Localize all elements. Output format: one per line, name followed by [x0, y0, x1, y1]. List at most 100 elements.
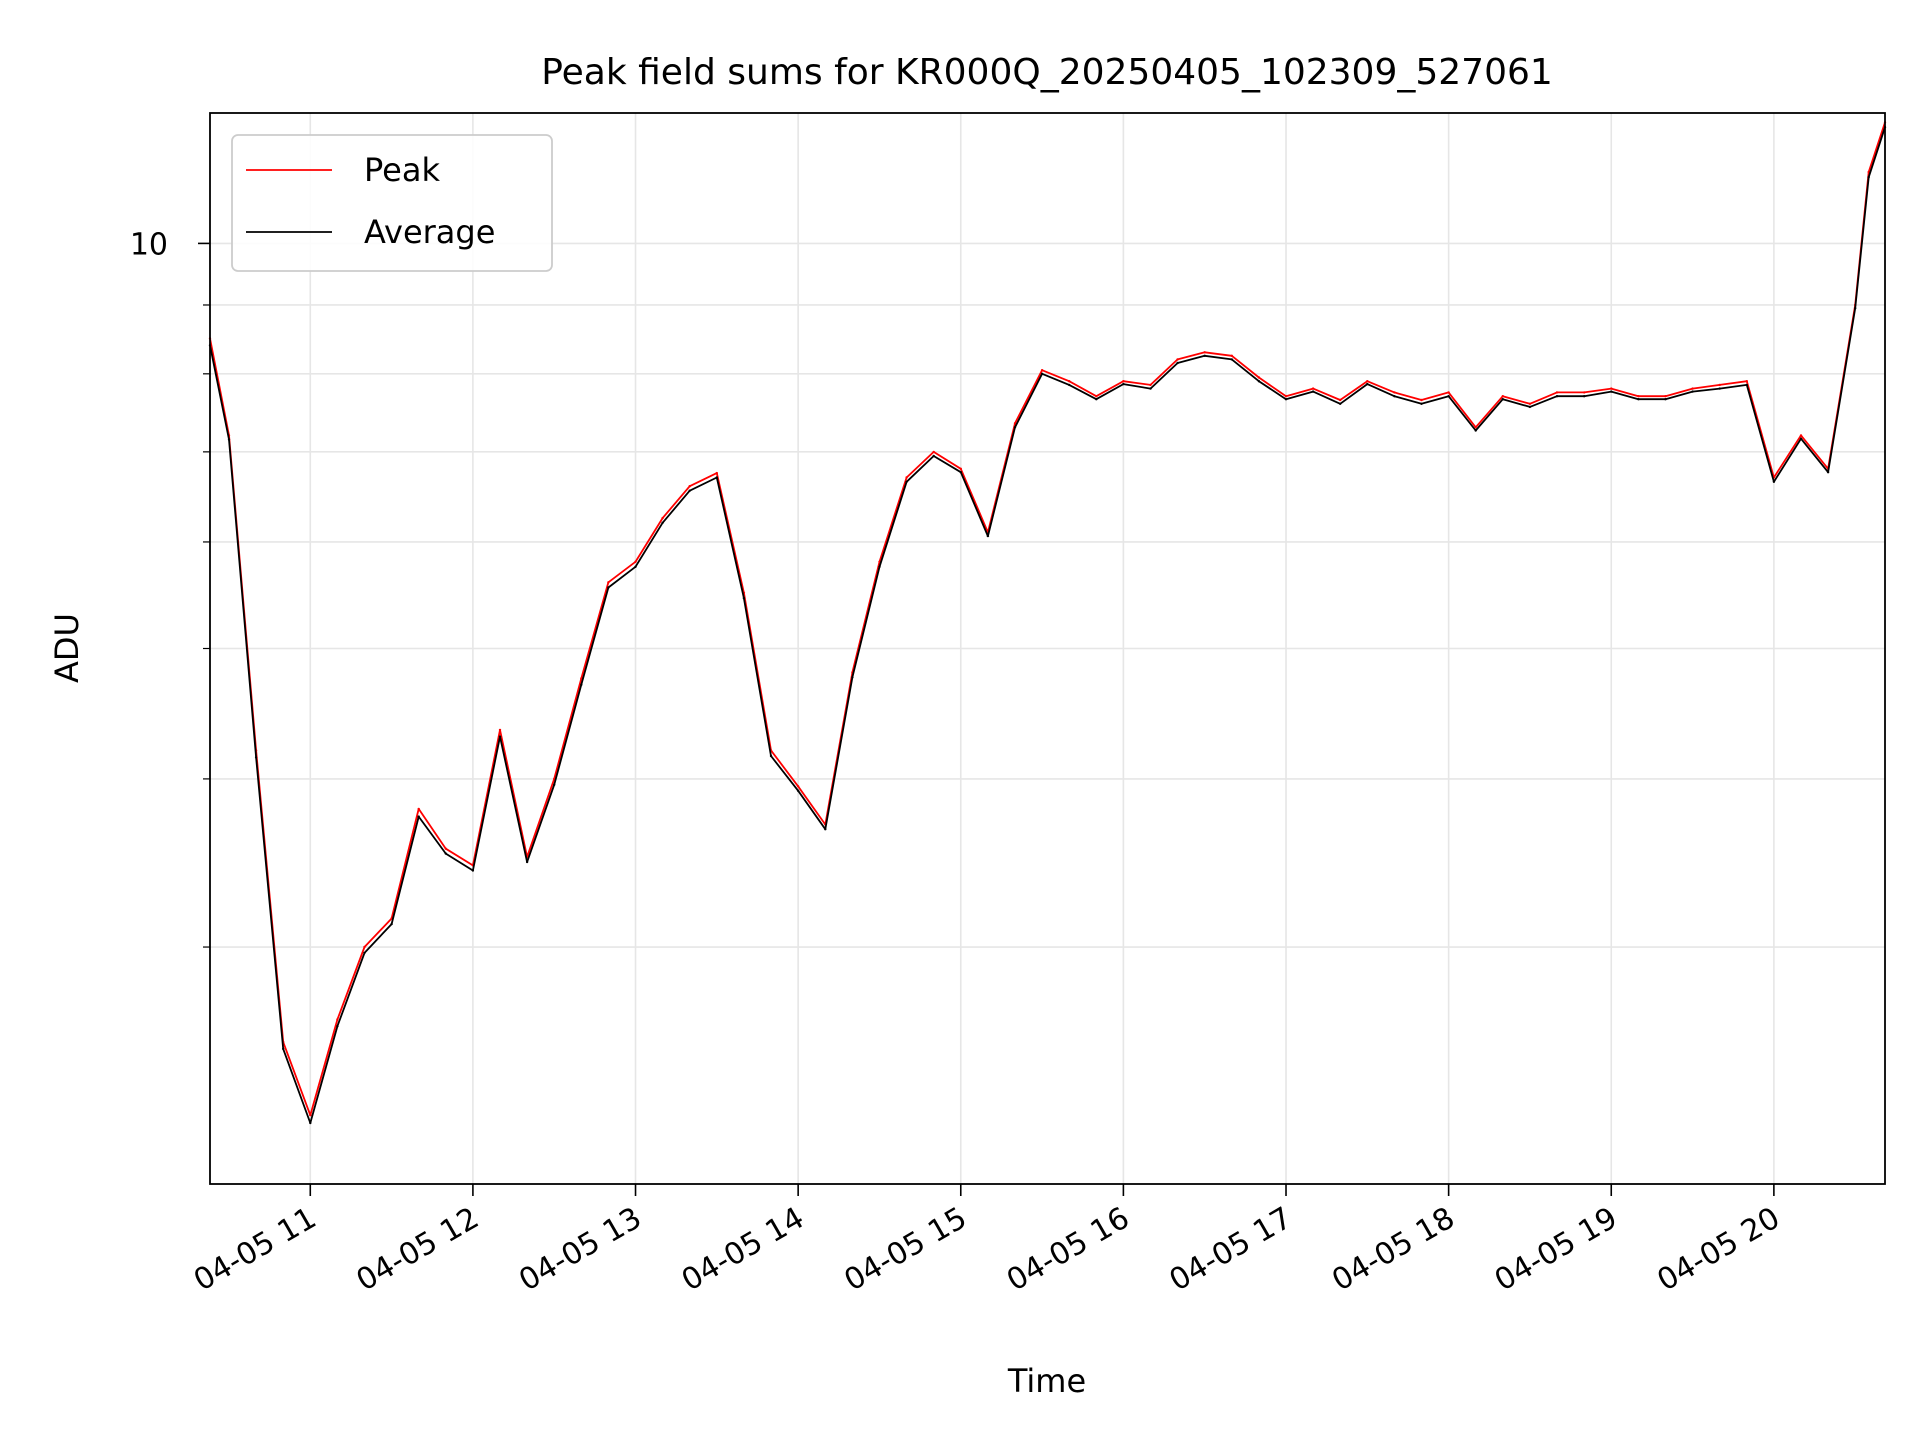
data-point-peak — [1339, 398, 1342, 402]
legend-label-peak: Peak — [364, 151, 440, 189]
data-point-peak — [1447, 391, 1450, 394]
data-point-average — [905, 480, 908, 483]
data-point-average — [471, 869, 475, 872]
data-point-peak — [905, 476, 908, 479]
data-point-average — [309, 1121, 312, 1125]
data-point-average — [769, 754, 773, 758]
data-point-peak — [1691, 387, 1694, 390]
data-point-average — [661, 521, 664, 524]
data-point-average — [634, 565, 637, 568]
data-point-average — [1311, 390, 1315, 393]
data-point-peak — [1528, 402, 1532, 405]
data-point-peak — [1122, 380, 1125, 383]
grid — [210, 113, 1885, 1184]
data-point-average — [254, 756, 258, 759]
data-point-peak — [1718, 383, 1721, 387]
data-point-average — [1257, 380, 1261, 383]
data-point-peak — [796, 785, 800, 788]
data-point-peak — [1203, 351, 1206, 354]
data-point-peak — [1637, 395, 1640, 398]
legend-box — [231, 134, 553, 272]
data-point-peak — [1095, 395, 1098, 398]
y-axis-ticks: 108 — [130, 227, 210, 948]
data-point-average — [1420, 402, 1423, 405]
data-point-average — [1583, 395, 1586, 398]
data-point-peak — [1149, 383, 1152, 387]
data-point-average — [1203, 354, 1206, 357]
data-point-peak — [1284, 395, 1288, 398]
x-axis-label: Time — [1007, 1362, 1086, 1400]
data-point-peak — [607, 581, 610, 584]
data-point-peak — [444, 847, 447, 850]
data-point-peak — [1610, 387, 1613, 390]
data-point-peak — [309, 1114, 312, 1117]
data-point-peak — [715, 471, 718, 475]
data-point-peak — [1013, 422, 1017, 425]
data-point-peak — [1501, 395, 1505, 398]
data-point-average — [1040, 372, 1044, 375]
data-point-average — [796, 789, 800, 792]
data-point-average — [227, 438, 231, 441]
data-point-average — [282, 1047, 285, 1051]
data-point-average — [959, 471, 962, 474]
data-point-average — [1447, 395, 1450, 398]
data-point-average — [1745, 383, 1749, 387]
data-point-average — [851, 676, 854, 679]
data-point-average — [1826, 471, 1830, 474]
data-point-peak — [959, 467, 962, 470]
data-point-peak — [1664, 395, 1667, 398]
data-point-peak — [1366, 380, 1369, 383]
y-tick-label: 10 — [130, 227, 168, 262]
data-point-average — [417, 815, 420, 818]
data-point-peak — [1176, 358, 1179, 361]
data-point-average — [607, 586, 610, 589]
data-point-average — [498, 735, 502, 738]
data-point-average — [742, 596, 746, 600]
data-point-average — [1691, 390, 1694, 393]
data-point-average — [1772, 480, 1776, 483]
data-point-average — [1867, 176, 1870, 179]
data-point-average — [1068, 383, 1071, 387]
data-point-average — [1013, 426, 1017, 429]
data-point-peak — [1040, 369, 1044, 372]
data-point-average — [1610, 390, 1613, 393]
data-point-peak — [1745, 380, 1749, 383]
data-point-average — [553, 783, 556, 786]
data-point-average — [363, 951, 366, 955]
data-point-peak — [417, 807, 420, 811]
data-point-average — [1854, 307, 1857, 310]
data-point-peak — [1311, 387, 1315, 390]
data-point-average — [1474, 429, 1477, 432]
data-point-average — [1095, 398, 1098, 401]
data-point-average — [688, 489, 691, 492]
data-point-peak — [1799, 434, 1803, 437]
data-point-peak — [363, 945, 366, 949]
data-point-average — [1149, 387, 1152, 390]
data-point-average — [824, 828, 827, 831]
legend-label-average: Average — [364, 213, 495, 251]
data-point-average — [336, 1025, 339, 1028]
data-point-average — [1339, 402, 1342, 405]
data-point-average — [525, 860, 529, 864]
data-point-average — [390, 922, 393, 926]
data-point-average — [1122, 382, 1125, 386]
data-point-peak — [336, 1018, 339, 1021]
y-axis-label: ADU — [48, 613, 86, 683]
data-point-peak — [634, 560, 637, 563]
data-point-peak — [580, 677, 583, 680]
data-point-peak — [932, 450, 935, 454]
data-point-average — [1718, 387, 1721, 390]
data-point-peak — [1257, 376, 1261, 379]
data-point-average — [1555, 395, 1559, 398]
data-point-average — [1230, 358, 1234, 361]
series-line-average — [209, 126, 1886, 1124]
data-point-average — [1366, 382, 1369, 386]
data-point-peak — [498, 728, 502, 732]
data-point-average — [1637, 398, 1640, 401]
data-point-average — [580, 683, 583, 686]
data-point-average — [1528, 405, 1532, 409]
data-point-average — [1284, 398, 1288, 401]
data-point-average — [1176, 361, 1179, 365]
data-point-peak — [688, 485, 691, 488]
